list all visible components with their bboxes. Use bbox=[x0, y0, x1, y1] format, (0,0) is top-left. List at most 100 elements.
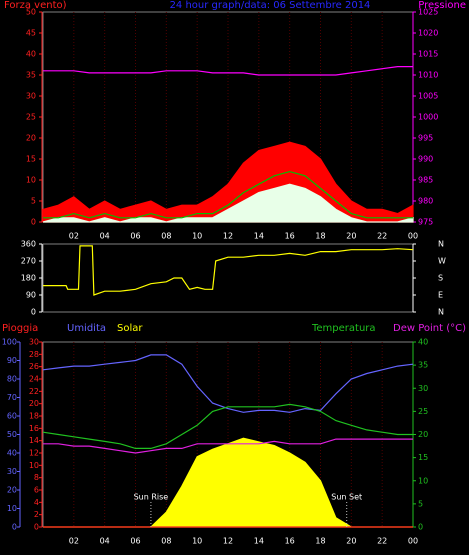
x-tick-label: 16 bbox=[285, 232, 295, 241]
y-tick-label: 35 bbox=[26, 71, 36, 80]
x-tick-label: 00 bbox=[408, 537, 418, 546]
y-tick-label: 10 bbox=[7, 504, 17, 513]
y2-tick-label: 975 bbox=[418, 218, 433, 227]
legend-label: Pioggia bbox=[2, 323, 38, 334]
y2-tick-label: N bbox=[438, 240, 444, 249]
y3-tick-label: 4 bbox=[34, 498, 39, 507]
y-tick-label: 20 bbox=[26, 134, 36, 143]
y2-tick-label: 20 bbox=[418, 430, 428, 439]
y-tick-label: 45 bbox=[26, 29, 36, 38]
y2-tick-label: 980 bbox=[418, 197, 433, 206]
x-tick-label: 10 bbox=[192, 232, 202, 241]
y-tick-label: 20 bbox=[7, 486, 17, 495]
y-tick-label: 30 bbox=[26, 92, 36, 101]
y-tick-label: 50 bbox=[7, 430, 17, 439]
y-tick-label: 100 bbox=[2, 338, 17, 347]
x-tick-label: 06 bbox=[130, 232, 140, 241]
y2-tick-label: E bbox=[438, 291, 443, 300]
y-tick-label: 10 bbox=[26, 176, 36, 185]
x-tick-label: 02 bbox=[69, 232, 79, 241]
x-tick-label: 08 bbox=[161, 232, 171, 241]
x-tick-label: 10 bbox=[192, 537, 202, 546]
y2-tick-label: 0 bbox=[418, 523, 423, 532]
legend-label: Solar bbox=[117, 323, 143, 334]
x-tick-label: 18 bbox=[315, 232, 325, 241]
y3-tick-label: 30 bbox=[29, 338, 39, 347]
y2-tick-label: 5 bbox=[418, 499, 423, 508]
y3-tick-label: 14 bbox=[29, 436, 39, 445]
x-tick-label: 00 bbox=[408, 232, 418, 241]
x-tick-label: 06 bbox=[130, 537, 140, 546]
y-tick-label: 70 bbox=[7, 393, 17, 402]
chart-title: 24 hour graph/data: 06 Settembre 2014 bbox=[170, 0, 371, 11]
y-tick-label: 30 bbox=[7, 467, 17, 476]
y3-tick-label: 0 bbox=[34, 523, 39, 532]
x-tick-label: 12 bbox=[223, 232, 233, 241]
y2-tick-label: 40 bbox=[418, 338, 428, 347]
x-tick-label: 04 bbox=[100, 232, 110, 241]
y2-tick-label: 25 bbox=[418, 407, 428, 416]
legend-label: Temperatura bbox=[311, 323, 376, 334]
y2-tick-label: S bbox=[438, 274, 443, 283]
line bbox=[42, 403, 413, 449]
y3-tick-label: 20 bbox=[29, 399, 39, 408]
y-tick-label: 50 bbox=[26, 8, 36, 17]
y-tick-label: 0 bbox=[31, 308, 36, 317]
line bbox=[42, 354, 414, 413]
y3-tick-label: 24 bbox=[29, 375, 39, 384]
x-tick-label: 18 bbox=[315, 537, 325, 546]
y-tick-label: 40 bbox=[26, 50, 36, 59]
x-tick-label: 08 bbox=[161, 537, 171, 546]
x-tick-label: 14 bbox=[254, 232, 264, 241]
x-tick-label: 20 bbox=[346, 537, 356, 546]
y-tick-label: 5 bbox=[31, 197, 36, 206]
y-tick-label: 180 bbox=[21, 274, 36, 283]
y2-tick-label: W bbox=[438, 257, 446, 266]
y-tick-label: 90 bbox=[26, 291, 36, 300]
y2-tick-label: 1005 bbox=[418, 92, 438, 101]
x-tick-label: 02 bbox=[69, 537, 79, 546]
y3-tick-label: 6 bbox=[34, 486, 39, 495]
y2-tick-label: 990 bbox=[418, 155, 433, 164]
y2-tick-label: N bbox=[438, 308, 444, 317]
y-tick-label: 0 bbox=[31, 218, 36, 227]
line bbox=[43, 66, 413, 76]
y3-tick-label: 18 bbox=[29, 412, 39, 421]
area bbox=[43, 437, 413, 528]
y-tick-label: 15 bbox=[26, 155, 36, 164]
y-tick-label: 25 bbox=[26, 113, 36, 122]
y2-tick-label: 1000 bbox=[418, 113, 438, 122]
y2-axis-label: Pressione bbox=[418, 0, 466, 11]
line bbox=[43, 245, 414, 296]
annotation: Sun Set bbox=[331, 493, 362, 502]
y3-tick-label: 26 bbox=[29, 362, 39, 371]
x-tick-label: 04 bbox=[100, 537, 110, 546]
x-tick-label: 20 bbox=[346, 232, 356, 241]
y2-tick-label: 995 bbox=[418, 134, 433, 143]
y3-tick-label: 12 bbox=[29, 449, 39, 458]
legend-label: Umidita bbox=[67, 323, 106, 334]
line bbox=[43, 170, 413, 219]
y3-tick-label: 10 bbox=[29, 461, 39, 470]
legend-label: Dew Point (°C) bbox=[393, 323, 466, 334]
y3-tick-label: 8 bbox=[34, 473, 39, 482]
area bbox=[42, 183, 414, 223]
y3-tick-label: 28 bbox=[29, 350, 39, 359]
y2-tick-label: 1020 bbox=[418, 29, 438, 38]
y2-tick-label: 30 bbox=[418, 384, 428, 393]
y3-tick-label: 2 bbox=[34, 510, 39, 519]
y2-tick-label: 1015 bbox=[418, 50, 438, 59]
x-tick-label: 22 bbox=[377, 537, 387, 546]
plot-frame bbox=[42, 243, 414, 313]
y2-tick-label: 985 bbox=[418, 176, 433, 185]
x-tick-label: 16 bbox=[285, 537, 295, 546]
y-tick-label: 40 bbox=[7, 449, 17, 458]
y-tick-label: 360 bbox=[21, 240, 36, 249]
y2-tick-label: 1025 bbox=[418, 8, 438, 17]
y3-tick-label: 16 bbox=[29, 424, 39, 433]
x-tick-label: 14 bbox=[254, 537, 264, 546]
x-tick-label: 12 bbox=[223, 537, 233, 546]
x-tick-label: 22 bbox=[377, 232, 387, 241]
y-tick-label: 90 bbox=[7, 356, 17, 365]
